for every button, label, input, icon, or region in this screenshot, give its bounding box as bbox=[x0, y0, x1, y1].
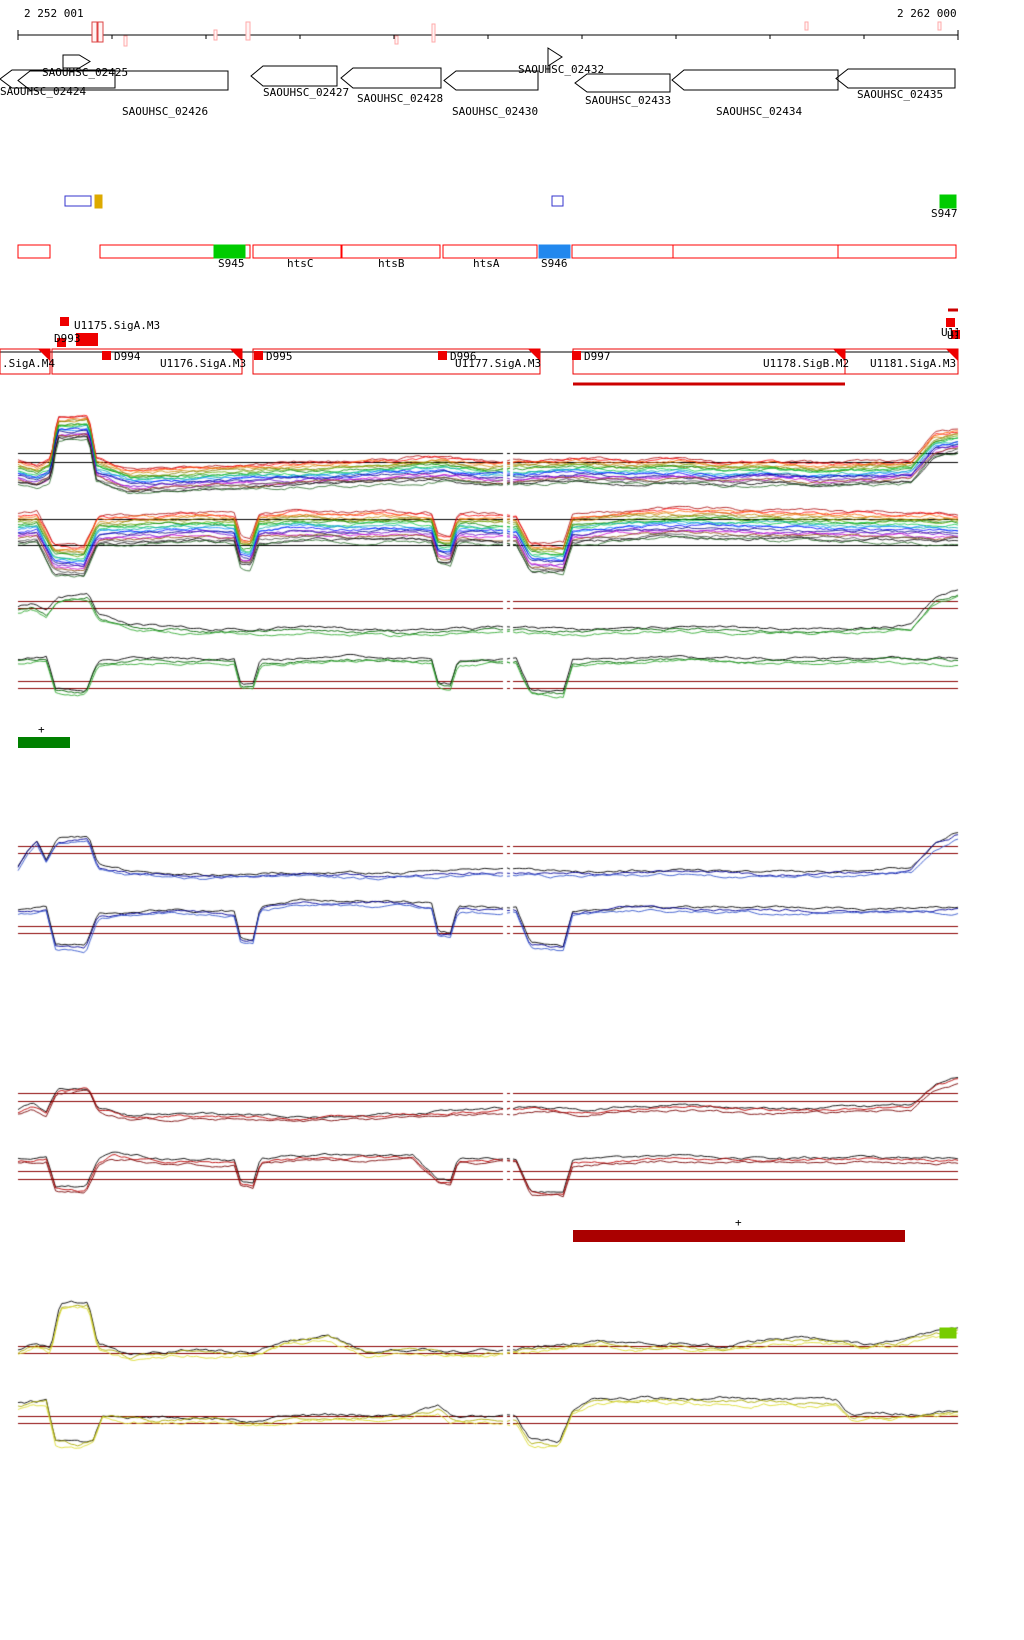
tss-corner-icon bbox=[528, 349, 540, 361]
gene-arrow[interactable] bbox=[835, 68, 956, 89]
ruler-feature-mark bbox=[804, 21, 809, 31]
annotation-box[interactable] bbox=[94, 194, 103, 209]
annotation-box[interactable] bbox=[939, 194, 957, 209]
tss-region-box[interactable] bbox=[0, 348, 51, 375]
gene-arrow[interactable] bbox=[250, 65, 338, 87]
srna-box[interactable] bbox=[213, 244, 246, 259]
tss-marker[interactable] bbox=[946, 318, 955, 327]
operon-box[interactable] bbox=[442, 244, 538, 259]
tss-region-box[interactable] bbox=[252, 348, 541, 375]
tss-corner-icon bbox=[946, 349, 958, 361]
operon-box[interactable] bbox=[341, 244, 441, 259]
gene-arrow[interactable] bbox=[671, 69, 839, 91]
operon-box[interactable] bbox=[252, 244, 342, 259]
ruler-feature-mark bbox=[245, 21, 251, 41]
tss-marker-bar[interactable] bbox=[76, 333, 98, 346]
tss-marker[interactable] bbox=[572, 351, 581, 360]
ruler-feature-mark bbox=[394, 35, 399, 45]
gene-arrow[interactable] bbox=[443, 70, 539, 91]
operon-box[interactable] bbox=[99, 244, 251, 259]
strand-coverage-bar bbox=[573, 1230, 905, 1242]
tss-marker[interactable] bbox=[102, 351, 111, 360]
ruler-feature-mark bbox=[97, 21, 104, 43]
tss-marker[interactable] bbox=[951, 330, 960, 339]
ruler-feature-mark bbox=[431, 23, 436, 43]
annotation-box[interactable] bbox=[939, 1327, 957, 1339]
ruler-feature-mark bbox=[91, 21, 98, 43]
gene-arrow[interactable] bbox=[574, 73, 671, 93]
ruler-feature-mark bbox=[937, 21, 942, 31]
tss-corner-icon bbox=[833, 349, 845, 361]
operon-box[interactable] bbox=[17, 244, 51, 259]
tss-corner-icon bbox=[230, 349, 242, 361]
tss-region-box[interactable] bbox=[844, 348, 959, 375]
ruler-feature-mark bbox=[123, 35, 128, 47]
tss-marker[interactable] bbox=[438, 351, 447, 360]
tss-marker[interactable] bbox=[60, 317, 69, 326]
ruler-feature-mark bbox=[213, 29, 218, 41]
operon-box[interactable] bbox=[571, 244, 957, 259]
gene-arrow[interactable] bbox=[62, 54, 91, 69]
tss-corner-icon bbox=[38, 349, 50, 361]
annotation-box[interactable] bbox=[551, 195, 564, 207]
tss-region-box[interactable] bbox=[572, 348, 846, 375]
gene-arrow[interactable] bbox=[17, 70, 229, 91]
tss-region-box[interactable] bbox=[51, 348, 243, 375]
tss-marker[interactable] bbox=[254, 351, 263, 360]
tss-marker[interactable] bbox=[57, 338, 66, 347]
gene-arrow[interactable] bbox=[0, 69, 116, 89]
gene-arrow[interactable] bbox=[547, 47, 563, 67]
strand-coverage-bar bbox=[18, 737, 70, 748]
gene-arrow[interactable] bbox=[340, 67, 442, 89]
srna-box[interactable] bbox=[538, 244, 571, 259]
annotation-box[interactable] bbox=[64, 195, 92, 207]
